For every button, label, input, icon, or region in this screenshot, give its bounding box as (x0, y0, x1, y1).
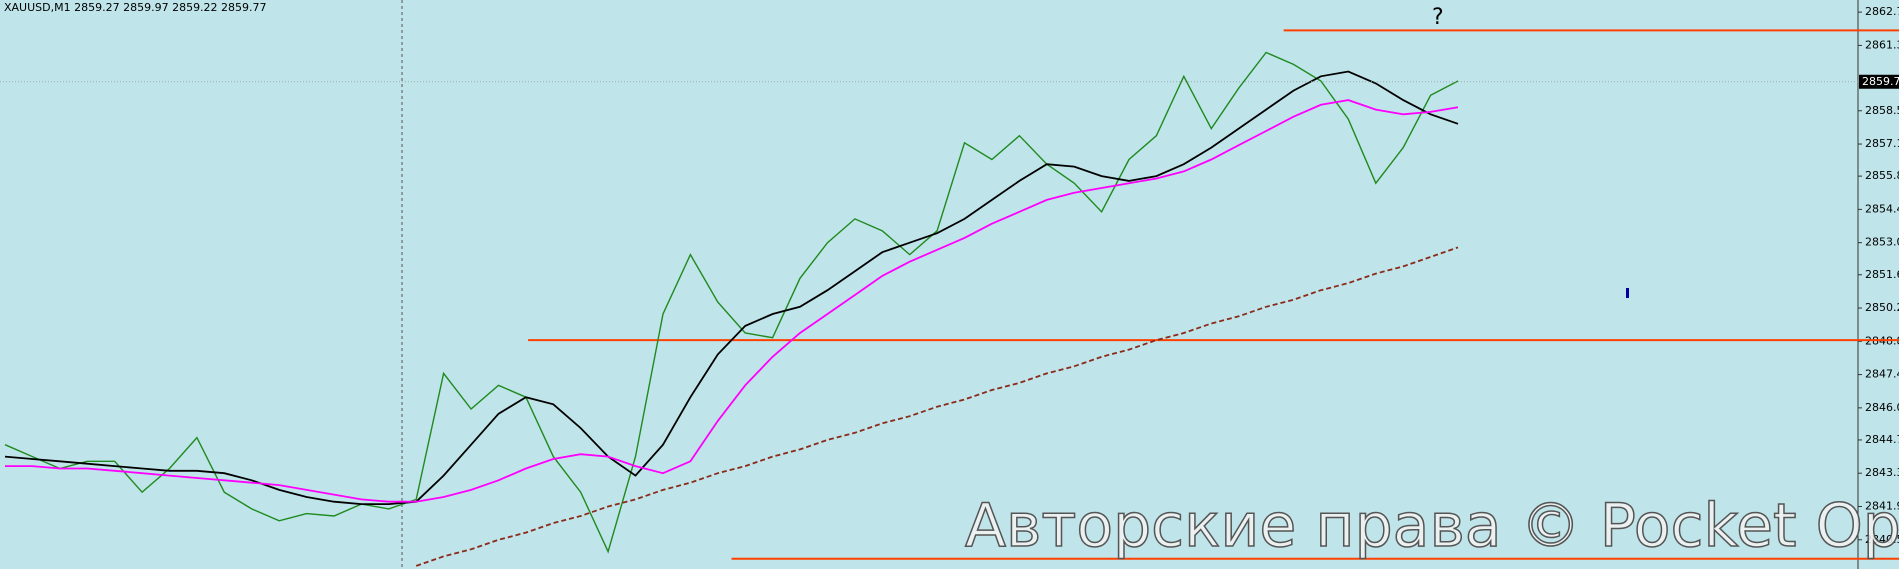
y-tick-label: 2858.55 (1865, 104, 1899, 117)
y-tick-label: 2844.70 (1865, 433, 1899, 446)
y-tick-label: 2847.45 (1865, 368, 1899, 381)
y-tick-label: 2857.15 (1865, 137, 1899, 150)
price-line (4, 70, 1459, 505)
annotation: ? (1432, 5, 1444, 30)
y-tick-label: 2840.50 (1865, 533, 1899, 546)
y-tick-label: 2854.40 (1865, 202, 1899, 215)
price-line (5, 99, 1459, 503)
marker (1626, 288, 1629, 298)
plot: 2862.70 2861.30 2858.55 2857.15 2855.80 2854.… (0, 5, 1899, 567)
y-tick-label: 2850.25 (1865, 301, 1899, 314)
y-tick-label: 2846.05 (1865, 401, 1899, 414)
y-tick-label: 2862.70 (1865, 5, 1899, 18)
y-tick-label: 2855.80 (1865, 169, 1899, 182)
y-tick-label: 2841.90 (1865, 499, 1899, 512)
y-tick-label: 2861.30 (1865, 38, 1899, 51)
y-tick-label: 2843.30 (1865, 466, 1899, 479)
header: XAUUSD,M1 2859.27 2859.97 2859.22 2859.7… (4, 1, 267, 14)
y-tick-label: 2853.00 (1865, 236, 1899, 249)
price-line (415, 246, 1459, 567)
watermark: Авторские права © Pocket Option (965, 491, 1899, 561)
current-price-label: 2859.77 (1862, 75, 1899, 88)
y-tick-label: 2851.65 (1865, 268, 1899, 281)
price-line (4, 51, 1459, 554)
current-price-box (1859, 74, 1899, 89)
